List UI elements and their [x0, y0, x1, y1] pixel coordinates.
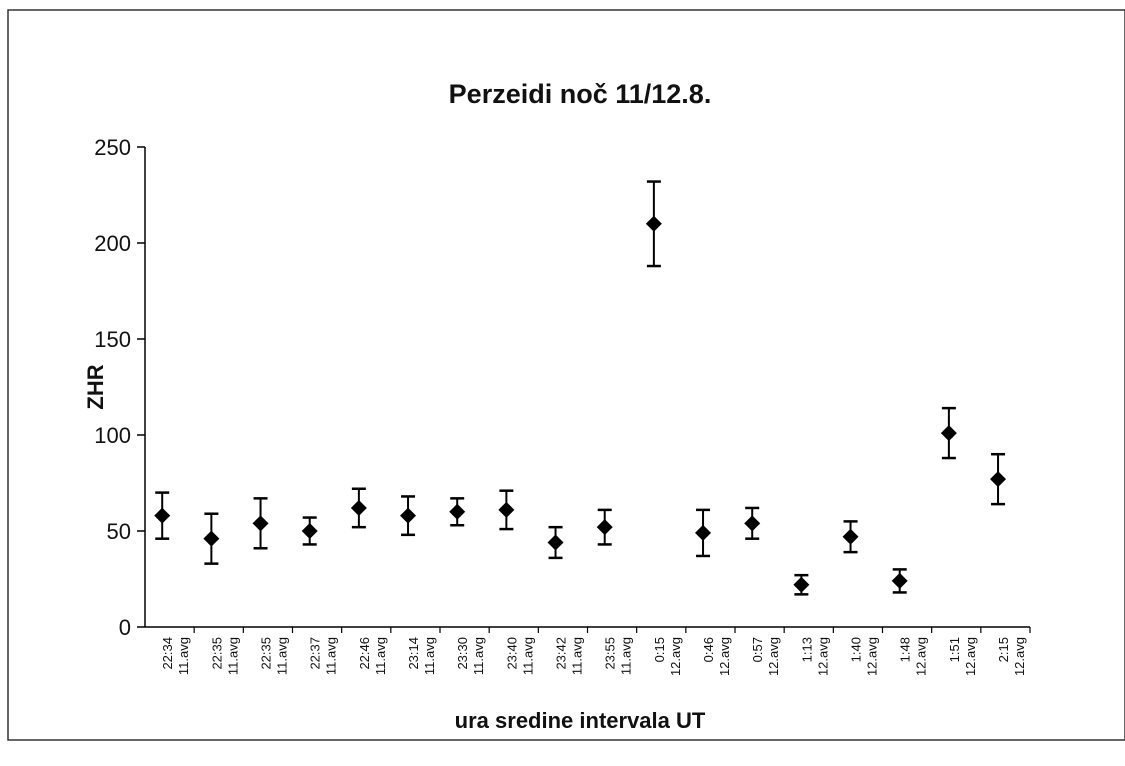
x-tick-label: 12.avg [1012, 637, 1027, 676]
x-tick-label: 22:35 [259, 637, 274, 670]
x-tick-label: 11.avg [176, 637, 191, 675]
x-tick-label: 23:40 [504, 637, 519, 670]
x-tick-label: 12.avg [963, 637, 978, 676]
x-tick-label: 23:42 [554, 637, 569, 670]
x-tick-label: 0:15 [652, 637, 667, 662]
x-tick-label: 11.avg [422, 637, 437, 675]
x-tick-label: 11.avg [471, 637, 486, 675]
x-tick-label: 1:51 [947, 637, 962, 662]
x-tick-label: 12.avg [914, 637, 929, 676]
x-tick-label: 2:15 [996, 637, 1011, 662]
marker [793, 576, 810, 593]
x-tick-label: 22:35 [209, 637, 224, 670]
marker [252, 515, 269, 532]
x-tick-label: 11.avg [619, 637, 634, 675]
marker [498, 501, 515, 518]
x-tick-label: 23:14 [406, 637, 421, 670]
marker [695, 524, 712, 541]
x-tick-label: 1:13 [799, 637, 814, 662]
y-tick-label: 50 [107, 519, 131, 544]
marker [547, 534, 564, 551]
x-tick-label: 11.avg [520, 637, 535, 675]
x-tick-label: 12.avg [668, 637, 683, 676]
marker [154, 507, 171, 524]
marker [891, 572, 908, 589]
x-tick-label: 22:37 [308, 637, 323, 670]
y-tick-label: 100 [94, 423, 131, 448]
chart-title: Perzeidi noč 11/12.8. [449, 79, 712, 109]
x-tick-label: 22:34 [160, 637, 175, 670]
x-tick-label: 11.avg [324, 637, 339, 675]
x-tick-label: 1:48 [898, 637, 913, 662]
y-tick-label: 200 [94, 231, 131, 256]
x-tick-label: 11.avg [570, 637, 585, 675]
x-tick-label: 0:57 [750, 637, 765, 662]
marker [400, 507, 417, 524]
x-tick-label: 1:40 [849, 637, 864, 662]
x-tick-label: 23:55 [603, 637, 618, 670]
x-tick-label: 12.avg [717, 637, 732, 676]
marker [990, 471, 1007, 488]
x-tick-label: 22:46 [357, 637, 372, 670]
x-tick-label: 11.avg [225, 637, 240, 675]
marker [203, 530, 220, 547]
marker [744, 515, 761, 532]
y-tick-label: 250 [94, 135, 131, 160]
x-axis-label: ura sredine intervala UT [455, 708, 706, 733]
x-tick-label: 11.avg [373, 637, 388, 675]
y-axis-label: ZHR [83, 364, 108, 409]
marker [596, 519, 613, 536]
marker [449, 503, 466, 520]
y-tick-label: 0 [119, 615, 131, 640]
marker [940, 425, 957, 442]
x-tick-label: 12.avg [815, 637, 830, 676]
frame [7, 9, 1125, 741]
x-tick-label: 12.avg [766, 637, 781, 676]
marker [350, 499, 367, 516]
marker [842, 528, 859, 545]
x-tick-label: 23:30 [455, 637, 470, 670]
marker [645, 215, 662, 232]
x-tick-label: 12.avg [865, 637, 880, 676]
x-tick-label: 11.avg [275, 637, 290, 675]
y-tick-label: 150 [94, 327, 131, 352]
marker [301, 523, 318, 539]
x-tick-label: 0:46 [701, 637, 716, 662]
